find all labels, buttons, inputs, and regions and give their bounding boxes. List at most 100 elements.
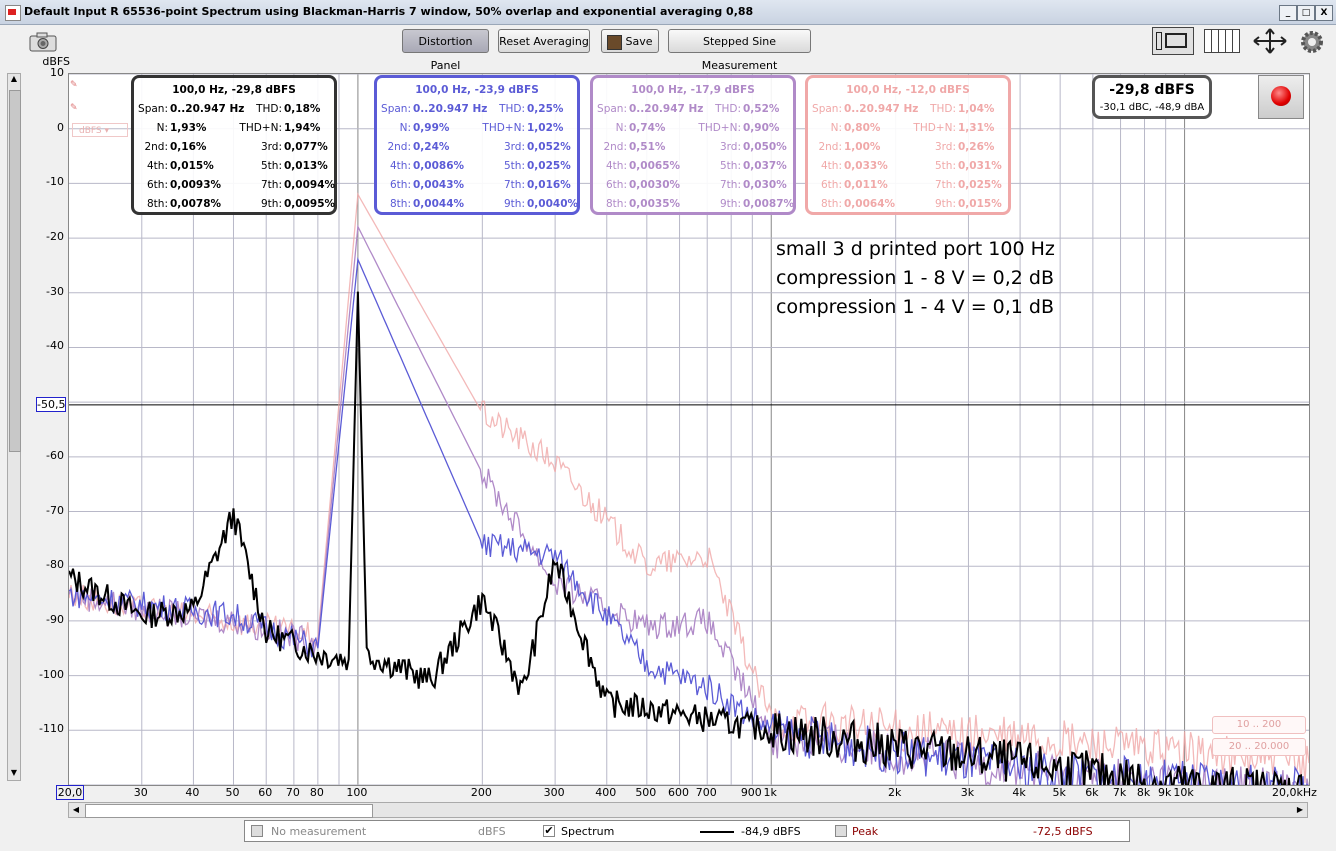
- distortion-panel: 100,0 Hz, -12,0 dBFS Span: 0..20.947 Hz THD…: [805, 75, 1011, 215]
- y-tick-label: -110: [39, 722, 64, 736]
- x-tick-label: 3k: [960, 786, 975, 799]
- record-led-icon: [1271, 86, 1291, 106]
- panel-value: 1,93%: [170, 122, 207, 134]
- peak-label: Peak: [852, 825, 879, 838]
- save-button[interactable]: Save: [601, 29, 659, 53]
- panel-key: 8th:: [821, 198, 842, 210]
- maximize-button[interactable]: □: [1297, 5, 1315, 21]
- x-start-field[interactable]: 20,0: [56, 785, 84, 800]
- x-tick-label: 100: [346, 786, 368, 799]
- y-tick-label: -10: [46, 175, 64, 189]
- side-control-2-icon[interactable]: ✎: [70, 103, 78, 113]
- panel-key: Span:: [138, 103, 168, 115]
- x-tick-label: 70: [285, 786, 300, 799]
- panel-key: 6th:: [390, 179, 411, 191]
- range-button-full[interactable]: 20 .. 20.000: [1212, 738, 1306, 756]
- panel-key: 6th:: [821, 179, 842, 191]
- scroll-right-icon[interactable]: ▶: [1296, 805, 1304, 814]
- gear-icon[interactable]: [1299, 29, 1325, 55]
- columns-icon[interactable]: [1204, 29, 1240, 53]
- panel-key: 4th:: [390, 160, 411, 172]
- panel-value: 1,31%: [958, 122, 995, 134]
- x-tick-label: 200: [470, 786, 492, 799]
- x-tick-label: 30: [133, 786, 148, 799]
- panel-key: THD+N:: [913, 122, 956, 134]
- panel-header: 100,0 Hz, -12,0 dBFS: [846, 84, 970, 96]
- level-main: -29,8 dBFS: [1109, 82, 1195, 98]
- expand-arrows-icon[interactable]: [1252, 28, 1288, 54]
- panel-key: N:: [399, 122, 411, 134]
- spectrum-series-line: [69, 256, 1309, 785]
- x-tick-label: 50: [225, 786, 240, 799]
- vertical-scrollbar[interactable]: ▲ ▼: [7, 73, 21, 781]
- panel-key: THD+N:: [698, 122, 741, 134]
- scroll-up-icon[interactable]: ▲: [10, 74, 18, 83]
- panel-key: 3rd:: [260, 141, 282, 153]
- panel-key: THD+N:: [482, 122, 525, 134]
- panel-value: 0,0030%: [629, 179, 681, 191]
- panel-value: 0,0043%: [413, 179, 465, 191]
- x-tick-label: 6k: [1085, 786, 1099, 799]
- x-tick-label: 60: [258, 786, 273, 799]
- x-tick-label: 2k: [887, 786, 902, 799]
- reset-averaging-button[interactable]: Reset Averaging: [498, 29, 590, 53]
- note-line-3: compression 1 - 4 V = 0,1 dB: [776, 296, 1055, 318]
- no-measurement-label: No measurement: [271, 825, 367, 838]
- panel-key: N:: [615, 122, 627, 134]
- window-title: Default Input R 65536-point Spectrum usi…: [24, 5, 754, 18]
- x-tick-label: 900: [740, 786, 762, 799]
- panel-key: 8th:: [606, 198, 627, 210]
- stepped-sine-button[interactable]: Stepped Sine Measurement: [668, 29, 811, 72]
- scroll-left-icon[interactable]: ◀: [72, 805, 80, 814]
- horizontal-scroll-thumb[interactable]: [85, 804, 373, 818]
- horizontal-scrollbar[interactable]: ◀ ▶: [68, 802, 1308, 818]
- panel-key: 8th:: [390, 198, 411, 210]
- vertical-scroll-thumb[interactable]: [9, 90, 21, 452]
- panel-key: THD:: [930, 103, 956, 115]
- panel-value: 0,077%: [284, 141, 328, 153]
- no-measurement-checkbox[interactable]: [251, 825, 263, 837]
- app-icon: [5, 5, 21, 21]
- panel-key: N:: [156, 122, 168, 134]
- spectrum-checkbox[interactable]: ✔: [543, 824, 555, 837]
- level-meter: -29,8 dBFS -30,1 dBC, -48,9 dBA: [1092, 75, 1212, 119]
- panel-value: 0,052%: [527, 141, 571, 153]
- panel-key: 2nd:: [144, 141, 168, 153]
- panel-key: 3rd:: [934, 141, 956, 153]
- scroll-down-icon[interactable]: ▼: [10, 768, 18, 777]
- range-button-low[interactable]: 10 .. 200: [1212, 716, 1306, 734]
- distortion-panel-button[interactable]: Distortion Panel: [402, 29, 489, 72]
- panel-value: 0,16%: [170, 141, 207, 153]
- panel-value: 0,0095%: [284, 198, 336, 210]
- panel-key: THD+N:: [239, 122, 282, 134]
- y-tick-label: -40: [46, 339, 64, 353]
- y-tick-label: 0: [57, 120, 64, 134]
- panel-value: 0..20.947 Hz: [629, 103, 704, 115]
- panel-value: 0,51%: [629, 141, 666, 153]
- camera-icon[interactable]: [28, 31, 58, 53]
- scale-unit-select[interactable]: dBFS ▾: [72, 123, 128, 137]
- panel-value: 0..20.947 Hz: [844, 103, 919, 115]
- title-bar: Default Input R 65536-point Spectrum usi…: [0, 0, 1336, 25]
- close-button[interactable]: X: [1315, 5, 1333, 21]
- panel-key: Span:: [812, 103, 842, 115]
- x-tick-label: 400: [595, 786, 617, 799]
- distortion-panel: 100,0 Hz, -17,9 dBFS Span: 0..20.947 Hz THD…: [590, 75, 796, 215]
- x-tick-label: 5k: [1052, 786, 1066, 799]
- x-tick-label: 80: [309, 786, 324, 799]
- panel-value: 0,013%: [284, 160, 328, 172]
- minimize-button[interactable]: _: [1279, 5, 1297, 21]
- panel-value: 0,030%: [743, 179, 787, 191]
- record-button[interactable]: [1258, 75, 1304, 119]
- panel-value: 0,0035%: [629, 198, 681, 210]
- layout-single-icon[interactable]: [1152, 27, 1194, 55]
- x-tick-label: 500: [635, 786, 657, 799]
- panel-value: 0,015%: [958, 198, 1002, 210]
- panel-header: 100,0 Hz, -17,9 dBFS: [631, 84, 755, 96]
- spectrum-value: -84,9 dBFS: [741, 825, 801, 838]
- legend-bar: No measurement dBFS ✔ Spectrum -84,9 dBF…: [244, 820, 1130, 842]
- y-tick-label: -30: [46, 284, 64, 298]
- x-tick-label: 700: [695, 786, 717, 799]
- side-control-1-icon[interactable]: ✎: [70, 80, 78, 90]
- peak-checkbox[interactable]: [835, 825, 847, 837]
